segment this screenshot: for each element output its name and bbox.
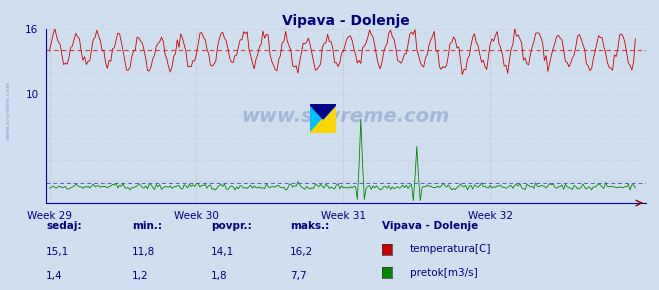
Polygon shape	[310, 104, 336, 133]
Text: www.si-vreme.com: www.si-vreme.com	[242, 106, 450, 126]
Text: 14,1: 14,1	[211, 247, 234, 257]
Text: 15,1: 15,1	[46, 247, 69, 257]
Polygon shape	[310, 104, 336, 133]
Text: Vipava - Dolenje: Vipava - Dolenje	[382, 221, 478, 231]
Text: www.si-vreme.com: www.si-vreme.com	[5, 80, 11, 140]
Title: Vipava - Dolenje: Vipava - Dolenje	[282, 14, 410, 28]
Text: temperatura[C]: temperatura[C]	[410, 244, 492, 254]
Polygon shape	[310, 119, 336, 133]
Text: pretok[m3/s]: pretok[m3/s]	[410, 268, 478, 278]
Text: 11,8: 11,8	[132, 247, 155, 257]
Text: 16,2: 16,2	[290, 247, 313, 257]
Text: 1,4: 1,4	[46, 271, 63, 280]
Text: sedaj:: sedaj:	[46, 221, 82, 231]
Text: 1,2: 1,2	[132, 271, 148, 280]
Polygon shape	[310, 104, 336, 119]
Text: povpr.:: povpr.:	[211, 221, 252, 231]
Text: 7,7: 7,7	[290, 271, 306, 280]
Text: min.:: min.:	[132, 221, 162, 231]
Text: 1,8: 1,8	[211, 271, 227, 280]
Text: maks.:: maks.:	[290, 221, 330, 231]
